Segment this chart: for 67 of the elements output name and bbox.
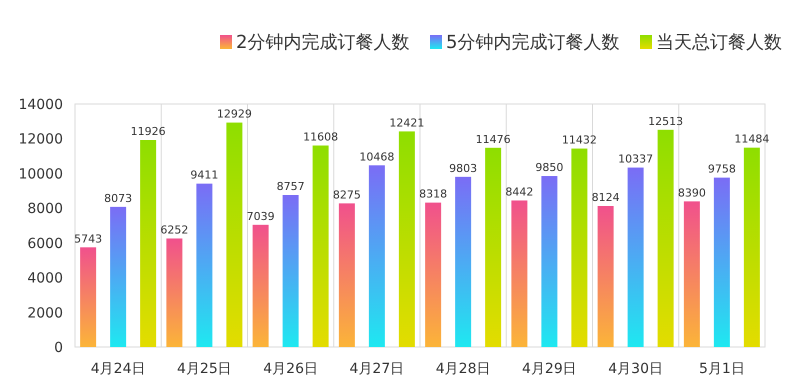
y-tick-label: 2000 <box>27 305 63 322</box>
y-tick-label: 8000 <box>27 201 63 218</box>
data-label: 8073 <box>104 192 132 205</box>
data-label: 8124 <box>592 190 620 204</box>
data-label: 12421 <box>389 116 424 130</box>
data-label: 8442 <box>505 185 534 198</box>
bar <box>166 238 182 347</box>
bar <box>80 247 96 347</box>
y-tick-label: 12000 <box>18 132 63 148</box>
data-label: 5743 <box>74 232 102 246</box>
bar <box>110 206 126 347</box>
data-label: 11432 <box>562 134 597 147</box>
legend-label: 5分钟内完成订餐人数 <box>446 32 620 53</box>
data-label: 9850 <box>535 161 564 174</box>
bar <box>714 178 730 347</box>
data-label: 11926 <box>130 125 166 138</box>
x-tick-label: 4月28日 <box>436 361 490 377</box>
bar <box>425 202 442 347</box>
bar <box>338 203 355 347</box>
bar <box>628 168 644 347</box>
x-tick-label: 4月27日 <box>350 361 404 377</box>
data-label: 7039 <box>246 210 275 223</box>
bar <box>485 148 502 347</box>
data-label: 9758 <box>708 162 736 176</box>
bar <box>571 148 588 347</box>
data-label: 10337 <box>618 152 654 166</box>
bar <box>511 200 528 347</box>
bar <box>312 146 329 347</box>
x-tick-label: 5月1日 <box>698 361 745 377</box>
bar <box>541 176 558 347</box>
bar <box>196 184 212 347</box>
y-tick-label: 4000 <box>27 270 63 287</box>
data-label: 9803 <box>449 162 478 175</box>
x-tick-label: 4月30日 <box>608 361 663 377</box>
legend-label: 当天总订餐人数 <box>656 32 782 53</box>
data-label: 10468 <box>359 150 394 164</box>
data-label: 11608 <box>303 130 338 144</box>
x-tick-label: 4月29日 <box>522 361 577 377</box>
bar <box>684 201 700 347</box>
bar <box>398 131 415 347</box>
bar <box>598 206 614 347</box>
y-tick-label: 6000 <box>27 236 63 252</box>
x-tick-label: 4月26日 <box>263 361 318 377</box>
data-label: 11484 <box>734 132 770 146</box>
data-label: 9411 <box>190 168 218 182</box>
y-tick-label: 0 <box>54 340 63 356</box>
x-tick-label: 4月24日 <box>90 361 146 377</box>
data-label: 12513 <box>648 114 684 128</box>
bar <box>140 140 156 347</box>
bar <box>455 176 472 347</box>
data-label: 8275 <box>332 188 361 202</box>
bar <box>226 122 242 347</box>
bar <box>282 195 299 347</box>
data-label: 8318 <box>419 188 448 201</box>
bar <box>368 165 385 347</box>
data-label: 11476 <box>476 132 511 146</box>
y-tick-label: 14000 <box>18 97 63 113</box>
bar <box>252 224 269 347</box>
data-label: 8757 <box>276 180 305 194</box>
y-tick-label: 10000 <box>18 166 63 182</box>
data-label: 8390 <box>678 186 706 200</box>
legend-label: 2分钟内完成订餐人数 <box>236 32 410 53</box>
bar <box>658 130 674 347</box>
bar <box>744 148 760 347</box>
x-tick-label: 4月25日 <box>177 361 232 377</box>
data-label: 6252 <box>160 223 188 236</box>
data-label: 12929 <box>216 108 252 121</box>
